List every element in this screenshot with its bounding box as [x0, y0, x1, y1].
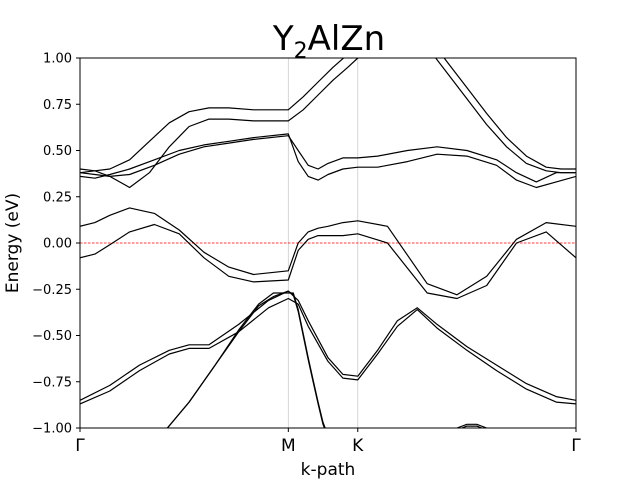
band-line-13: [461, 425, 483, 428]
y-tick-label: −0.50: [32, 329, 72, 344]
x-tick-label: M: [281, 436, 296, 456]
y-tick-label: 0.75: [43, 98, 72, 113]
band-line-4: [80, 58, 359, 189]
y-tick-label: −1.00: [32, 422, 72, 437]
x-axis-title: k-path: [301, 460, 356, 480]
band-line-11: [166, 292, 326, 428]
band-line-6: [434, 58, 576, 174]
band-line-8: [80, 290, 576, 401]
y-tick-label: −0.75: [32, 375, 72, 390]
y-axis-title: Energy (eV): [3, 193, 23, 293]
y-tick-label: 0.50: [43, 144, 72, 159]
y-tick-label: 1.00: [43, 52, 72, 67]
band-line-12: [456, 423, 487, 428]
y-tick-label: 0.25: [43, 190, 72, 205]
x-tick-label: Γ: [75, 436, 85, 456]
band-line-5: [80, 58, 345, 174]
y-tick-label: −0.25: [32, 283, 72, 298]
chart-title: Y2AlZn: [272, 19, 385, 64]
bands-group: [80, 58, 576, 428]
x-tick-label: Γ: [571, 436, 581, 456]
band-line-3: [80, 133, 576, 189]
x-tick-label: K: [352, 436, 364, 456]
band-line-1: [80, 223, 576, 300]
y-tick-label: 0.00: [43, 237, 72, 252]
band-line-0: [80, 207, 576, 296]
band-line-7: [443, 58, 576, 170]
y-ticks: −1.00 −0.75 −0.50 −0.25 0.00 0.25 0.50 0.75 1.00: [32, 52, 80, 437]
band-line-9: [80, 297, 576, 405]
